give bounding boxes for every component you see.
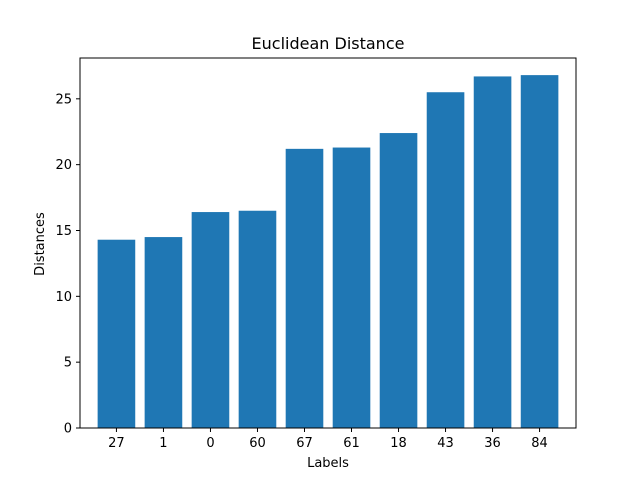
bar-36 bbox=[473, 76, 512, 429]
y-axis-label: Distances bbox=[33, 212, 48, 276]
x-tick-label-0: 0 bbox=[206, 436, 214, 451]
x-tick-label-43: 43 bbox=[437, 436, 454, 451]
bar-43 bbox=[426, 92, 465, 428]
x-tick-label-60: 60 bbox=[249, 436, 266, 451]
x-tick-label-18: 18 bbox=[390, 436, 407, 451]
bar-1 bbox=[144, 237, 183, 428]
bar-61 bbox=[332, 147, 371, 429]
x-tick-label-27: 27 bbox=[108, 436, 125, 451]
bar-84 bbox=[520, 75, 559, 429]
x-tick-label-36: 36 bbox=[484, 436, 501, 451]
bar-67 bbox=[285, 148, 324, 428]
x-axis-label: Labels bbox=[307, 456, 349, 471]
bars-layer bbox=[97, 75, 559, 429]
y-tick-label-15: 15 bbox=[55, 224, 72, 239]
y-tick-label-0: 0 bbox=[64, 422, 72, 437]
y-tick-label-10: 10 bbox=[55, 290, 72, 305]
bar-27 bbox=[97, 239, 136, 428]
x-tick-label-84: 84 bbox=[531, 436, 548, 451]
y-tick-label-5: 5 bbox=[64, 356, 72, 371]
bar-0 bbox=[191, 212, 230, 428]
plot-frame bbox=[79, 57, 577, 429]
x-tick-label-1: 1 bbox=[159, 436, 167, 451]
bar-60 bbox=[238, 210, 277, 428]
x-tick-label-61: 61 bbox=[343, 436, 360, 451]
chart-title: Euclidean Distance bbox=[252, 34, 405, 53]
x-tick-label-67: 67 bbox=[296, 436, 313, 451]
y-tick-label-25: 25 bbox=[55, 92, 72, 107]
bar-18 bbox=[379, 133, 418, 429]
y-tick-label-20: 20 bbox=[55, 158, 72, 173]
